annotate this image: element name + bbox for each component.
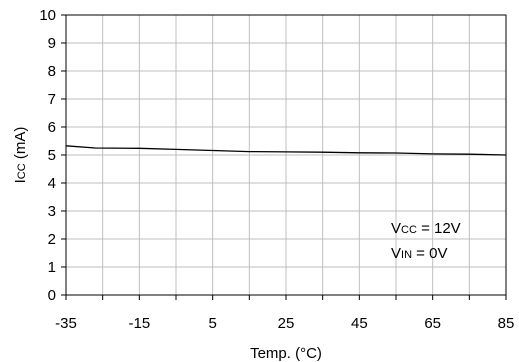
x-tick-label: 65	[424, 315, 441, 332]
y-tick-label: 5	[48, 147, 56, 164]
x-axis-title: Temp. (°C)	[250, 345, 322, 362]
series-polyline	[65, 145, 507, 156]
y-tick-label: 0	[48, 287, 56, 304]
x-tick-label: -35	[55, 315, 77, 332]
y-tick-label: 2	[48, 231, 56, 248]
x-tick-label: -15	[128, 315, 150, 332]
y-axis-title-main: I	[12, 179, 29, 183]
annotation-vin: VIN = 0V	[391, 245, 447, 262]
annotation-vcc: VCC = 12V	[391, 220, 461, 237]
series-line	[65, 145, 507, 156]
y-tick-label: 9	[48, 35, 56, 52]
annotation-vin-sub: IN	[401, 249, 412, 261]
y-tick-label: 7	[48, 91, 56, 108]
annotations: VCC = 12V VIN = 0V	[391, 220, 461, 262]
y-tick-label: 3	[48, 203, 56, 220]
x-tick-label: 5	[208, 315, 216, 332]
y-axis-ticks: 0 1 2 3 4 5 6 7 8 9 10	[39, 7, 66, 304]
x-tick-label: 45	[351, 315, 368, 332]
y-tick-label: 10	[39, 7, 56, 24]
x-axis-ticks: -35 -15 5 25 45 65 85	[55, 295, 514, 332]
annotation-vin-value: = 0V	[412, 245, 447, 262]
y-axis-title-sub: CC	[16, 163, 28, 179]
y-tick-label: 8	[48, 63, 56, 80]
annotation-vin-main: V	[391, 245, 401, 262]
annotation-vcc-main: V	[391, 220, 401, 237]
y-tick-label: 4	[48, 175, 56, 192]
x-tick-label: 25	[278, 315, 295, 332]
y-axis-title-unit: (mA)	[12, 127, 29, 164]
y-tick-label: 6	[48, 119, 56, 136]
y-tick-label: 1	[48, 259, 56, 276]
x-tick-label: 85	[498, 315, 515, 332]
annotation-vcc-value: = 12V	[417, 220, 461, 237]
y-axis-title: ICC (mA)	[12, 127, 29, 184]
annotation-vcc-sub: CC	[401, 224, 417, 236]
